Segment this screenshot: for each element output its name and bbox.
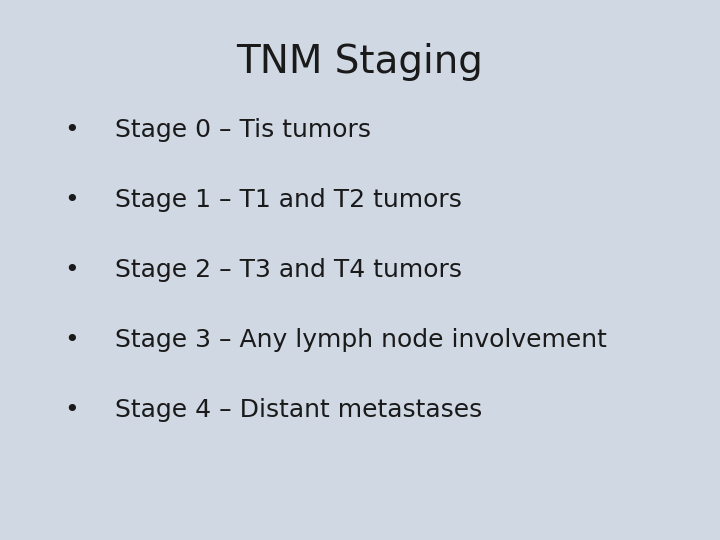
Text: •: • [65,258,79,282]
Text: TNM Staging: TNM Staging [237,43,483,81]
Text: Stage 0 – Tis tumors: Stage 0 – Tis tumors [115,118,372,141]
Text: Stage 2 – T3 and T4 tumors: Stage 2 – T3 and T4 tumors [115,258,462,282]
Text: •: • [65,399,79,422]
Text: •: • [65,188,79,212]
Text: •: • [65,118,79,141]
Text: •: • [65,328,79,352]
Text: Stage 3 – Any lymph node involvement: Stage 3 – Any lymph node involvement [115,328,607,352]
Text: Stage 4 – Distant metastases: Stage 4 – Distant metastases [115,399,482,422]
Text: Stage 1 – T1 and T2 tumors: Stage 1 – T1 and T2 tumors [115,188,462,212]
